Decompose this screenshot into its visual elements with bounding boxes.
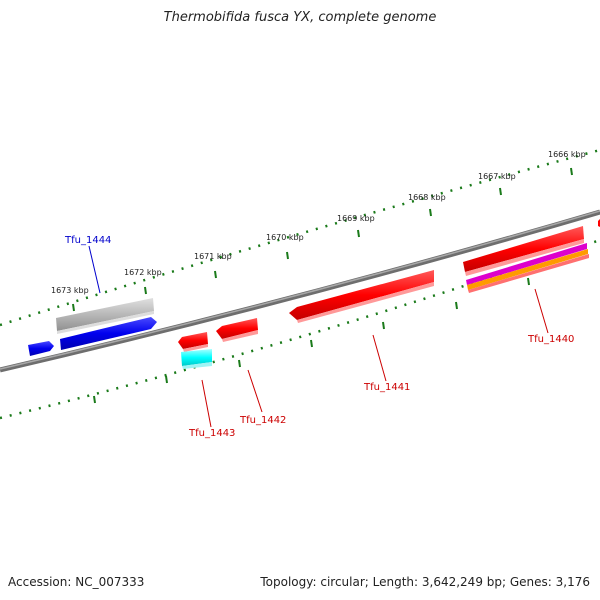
outer-major-ticks <box>72 167 573 312</box>
gene-label-tfu-1444: Tfu_1444 <box>64 235 111 246</box>
feature-gray-shadow <box>57 311 154 334</box>
gene-label-tfu-1441: Tfu_1441 <box>363 382 410 393</box>
kbp-label: 1672 kbp <box>124 268 162 277</box>
inner-tick-ring <box>0 238 600 420</box>
kbp-label: 1673 kbp <box>51 286 89 295</box>
kbp-label: 1666 kbp <box>548 150 586 159</box>
gene-tfu-1443-shadow <box>183 344 208 352</box>
gene-label-tfu-1443: Tfu_1443 <box>188 428 235 439</box>
kbp-label: 1669 kbp <box>337 214 375 223</box>
gene-tfu-1440[interactable] <box>463 226 584 272</box>
gene-tfu-1442-shadow <box>222 330 258 342</box>
kbp-label: 1671 kbp <box>194 252 232 261</box>
label-connectors <box>88 245 549 428</box>
kbp-labels: 1666 kbp 1667 kbp 1668 kbp 1669 kbp 1670… <box>51 150 586 295</box>
gene-tfu-1442[interactable] <box>216 318 258 339</box>
feature-magenta <box>466 243 587 285</box>
reverse-genes <box>28 298 157 356</box>
kbp-label: 1667 kbp <box>478 172 516 181</box>
feature-pink <box>468 254 589 293</box>
feature-cyan-shadow <box>182 362 212 369</box>
gene-tfu-1444[interactable] <box>60 317 157 350</box>
gene-tfu-1441[interactable] <box>289 270 434 320</box>
kbp-label: 1668 kbp <box>408 193 446 202</box>
inner-major-ticks <box>93 277 530 404</box>
gene-labels: Tfu_1440 Tfu_1441 Tfu_1442 Tfu_1443 Tfu_… <box>64 235 574 439</box>
feature-gray <box>56 298 154 331</box>
gene-tfu-1443[interactable] <box>178 332 208 349</box>
feature-cyan <box>181 349 212 366</box>
forward-genes <box>178 219 600 369</box>
map-title: Thermobifida fusca YX, complete genome <box>163 10 437 25</box>
gene-blue-small[interactable] <box>28 341 54 356</box>
gene-label-tfu-1442: Tfu_1442 <box>239 415 286 426</box>
accession-text: Accession: NC_007333 <box>8 575 145 589</box>
gene-tfu-1440-shadow <box>465 239 584 276</box>
gene-tfu-1441-shadow <box>297 282 434 323</box>
gene-label-tfu-1440: Tfu_1440 <box>527 334 574 345</box>
kbp-label: 1670 kbp <box>266 233 304 242</box>
genome-backbone <box>0 209 600 373</box>
genome-stats-text: Topology: circular; Length: 3,642,249 bp… <box>260 575 590 589</box>
feature-orange <box>467 249 588 290</box>
